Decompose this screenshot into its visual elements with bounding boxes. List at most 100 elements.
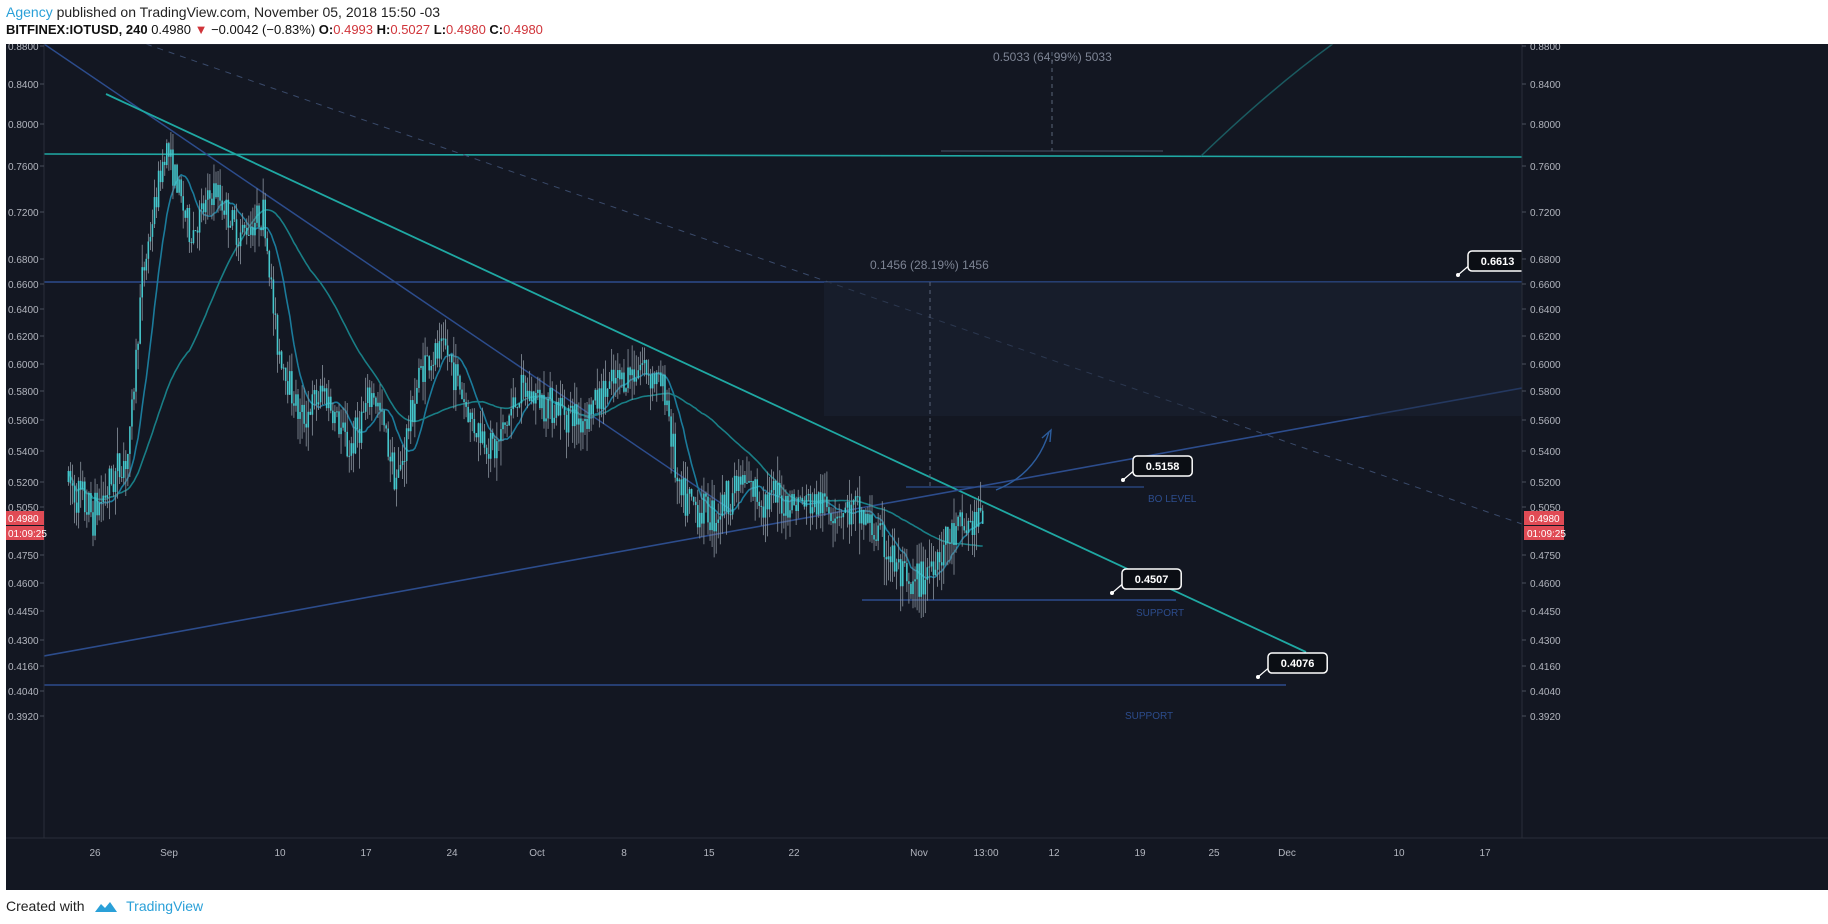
candle-body (129, 426, 131, 454)
candle-body (100, 502, 102, 504)
y-tick-label-left: 0.4450 (8, 607, 39, 618)
candle-body (309, 411, 312, 415)
candle-body (836, 516, 838, 519)
candle-body (668, 400, 670, 417)
x-tick-label: 10 (274, 848, 286, 859)
candle-body (81, 481, 84, 490)
candle-body (951, 523, 953, 543)
candle-body (77, 480, 80, 513)
candle-body (557, 401, 560, 416)
candle-body (776, 483, 779, 503)
candle-body (635, 378, 638, 382)
y-tick-label-left: 0.3920 (8, 712, 39, 723)
candle-body (895, 562, 898, 572)
candle-body (241, 224, 244, 233)
candle-body (108, 468, 111, 496)
candle-body (188, 207, 191, 243)
candle-body (245, 227, 248, 235)
y-tick-label-right: 0.4040 (1530, 687, 1561, 698)
candle-body (104, 495, 107, 498)
y-tick-label-left: 0.8800 (8, 44, 39, 53)
candle-body (489, 433, 492, 459)
candle-body (457, 364, 459, 376)
candle-body (850, 504, 853, 525)
candle-body (893, 545, 896, 572)
candle-body (334, 411, 336, 424)
candle-body (354, 417, 357, 454)
candle-body (295, 394, 297, 406)
tradingview-link[interactable]: TradingView (126, 898, 204, 914)
candle-body (487, 454, 490, 459)
candle-body (961, 512, 963, 527)
y-tick-label-left: 0.4300 (8, 636, 39, 647)
candle-body (194, 230, 197, 232)
price-callout (1121, 568, 1182, 590)
candle-body (73, 485, 76, 503)
y-tick-label-right: 0.6800 (1530, 255, 1561, 266)
candle-body (293, 403, 295, 406)
chart-background (6, 44, 1828, 890)
y-tick-label-left: 0.5600 (8, 416, 39, 427)
callout-dot (1456, 273, 1460, 277)
candle-body (920, 561, 922, 597)
candle-body (168, 143, 170, 157)
candle-body (518, 403, 521, 408)
candle-body (272, 279, 275, 314)
candle-body (865, 513, 867, 525)
candle-body (442, 338, 445, 340)
candle-body (135, 349, 137, 392)
projection-arc (1200, 44, 1334, 157)
candle-body (483, 431, 486, 448)
candle-body (590, 404, 592, 415)
candle-body (655, 372, 658, 385)
candle-body (947, 526, 949, 544)
candle-body (910, 583, 912, 595)
candle-body (209, 190, 211, 199)
projection-arrow (995, 431, 1050, 491)
candle-body (387, 428, 389, 457)
candle-body (596, 389, 599, 409)
y-tick-label-right: 0.5200 (1530, 478, 1561, 489)
candle-body (664, 374, 666, 406)
candle-body (580, 418, 582, 433)
candle-body (696, 505, 699, 528)
candle-body (887, 556, 890, 560)
candle-body (936, 552, 939, 570)
price-tag-left (6, 511, 44, 525)
candle-body (934, 569, 937, 576)
y-tick-label-left: 0.6400 (8, 305, 39, 316)
candle-body (147, 241, 150, 259)
candle-body (809, 493, 812, 514)
candle-body (959, 512, 961, 517)
candle-body (938, 552, 941, 563)
candle-body (528, 390, 531, 402)
low-value: 0.4980 (446, 22, 486, 37)
author-link[interactable]: Agency (6, 4, 53, 20)
candle-body (448, 354, 451, 356)
candle-body (430, 365, 433, 371)
y-tick-label-left: 0.6000 (8, 360, 39, 371)
candle-body (606, 388, 609, 397)
candle-body (438, 341, 441, 359)
countdown-tag-left-value: 01:09:25 (8, 529, 47, 540)
candle-body (346, 431, 348, 457)
candle-body (381, 410, 383, 412)
candle-body (674, 433, 676, 478)
y-tick-label-right: 0.5800 (1530, 387, 1561, 398)
y-tick-label-left: 0.6800 (8, 255, 39, 266)
y-tick-label-right: 0.5400 (1530, 447, 1561, 458)
price-chart[interactable]: 0.6613 0.5158 0.4507 0.4076 BO LEVEL SUPPORT S… (6, 44, 1828, 890)
candle-body (686, 493, 689, 516)
candle-body (420, 366, 422, 368)
candle-body (621, 372, 623, 380)
candle-body (541, 394, 543, 409)
candle-body (822, 493, 824, 514)
change-value: −0.0042 (−0.83%) (211, 22, 316, 37)
candle-body (629, 367, 631, 376)
y-tick-label-right: 0.7200 (1530, 208, 1561, 219)
candle-body (432, 364, 435, 366)
candle-body (805, 495, 808, 507)
candle-body (565, 414, 568, 433)
open-label: O: (318, 22, 334, 37)
candle-body (71, 483, 74, 486)
